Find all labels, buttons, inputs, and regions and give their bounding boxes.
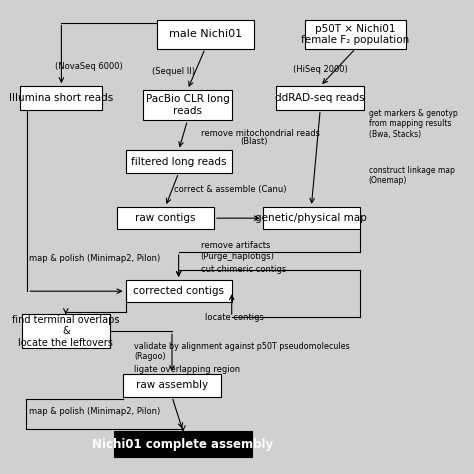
Text: raw contigs: raw contigs: [135, 213, 196, 223]
Text: p50T × Nichi01
female F₂ population: p50T × Nichi01 female F₂ population: [301, 24, 410, 45]
Text: (HiSeq 2000): (HiSeq 2000): [293, 65, 347, 74]
FancyBboxPatch shape: [117, 207, 214, 229]
Text: genetic/physical map: genetic/physical map: [255, 213, 367, 223]
Text: Nichi01 complete assembly: Nichi01 complete assembly: [92, 438, 273, 451]
Text: ddRAD-seq reads: ddRAD-seq reads: [275, 93, 365, 103]
Text: locate contigs: locate contigs: [205, 313, 264, 321]
Text: PacBio CLR long
reads: PacBio CLR long reads: [146, 94, 229, 116]
FancyBboxPatch shape: [126, 150, 232, 173]
Text: find terminal overlaps
&
locate the leftovers: find terminal overlaps & locate the left…: [12, 315, 119, 348]
Text: corrected contigs: corrected contigs: [133, 286, 224, 296]
Text: (NovaSeq 6000): (NovaSeq 6000): [55, 62, 123, 71]
Text: male Nichi01: male Nichi01: [169, 29, 242, 39]
FancyBboxPatch shape: [126, 280, 232, 302]
Text: construct linkage map
(Onemap): construct linkage map (Onemap): [369, 166, 455, 185]
Text: map & polish (Minimap2, Pilon): map & polish (Minimap2, Pilon): [29, 407, 160, 416]
Text: (Sequel II): (Sequel II): [152, 67, 195, 76]
FancyBboxPatch shape: [263, 207, 360, 229]
Text: validate by alignment against p50T pseudomolecules
(Ragoo): validate by alignment against p50T pseud…: [135, 342, 350, 361]
Text: correct & assemble (Canu): correct & assemble (Canu): [174, 185, 287, 194]
FancyBboxPatch shape: [276, 86, 365, 110]
Text: remove artifacts
(Purge_haplotigs): remove artifacts (Purge_haplotigs): [201, 241, 274, 261]
FancyBboxPatch shape: [20, 86, 102, 110]
FancyBboxPatch shape: [305, 20, 407, 48]
FancyBboxPatch shape: [156, 20, 254, 48]
FancyBboxPatch shape: [115, 431, 252, 457]
FancyBboxPatch shape: [123, 374, 221, 397]
Text: (Blast): (Blast): [241, 137, 268, 146]
Text: cut chimeric contigs: cut chimeric contigs: [201, 265, 286, 274]
Text: raw assembly: raw assembly: [136, 381, 208, 391]
Text: remove mitochondrial reads: remove mitochondrial reads: [201, 129, 320, 138]
Text: filtered long reads: filtered long reads: [131, 156, 227, 166]
FancyBboxPatch shape: [22, 314, 110, 348]
Text: ligate overlapping region: ligate overlapping region: [135, 365, 240, 374]
Text: get markers & genotyp
from mapping results
(Bwa, Stacks): get markers & genotyp from mapping resul…: [369, 109, 457, 139]
Text: Illumina short reads: Illumina short reads: [9, 93, 113, 103]
FancyBboxPatch shape: [143, 90, 232, 120]
Text: map & polish (Minimap2, Pilon): map & polish (Minimap2, Pilon): [29, 254, 160, 263]
